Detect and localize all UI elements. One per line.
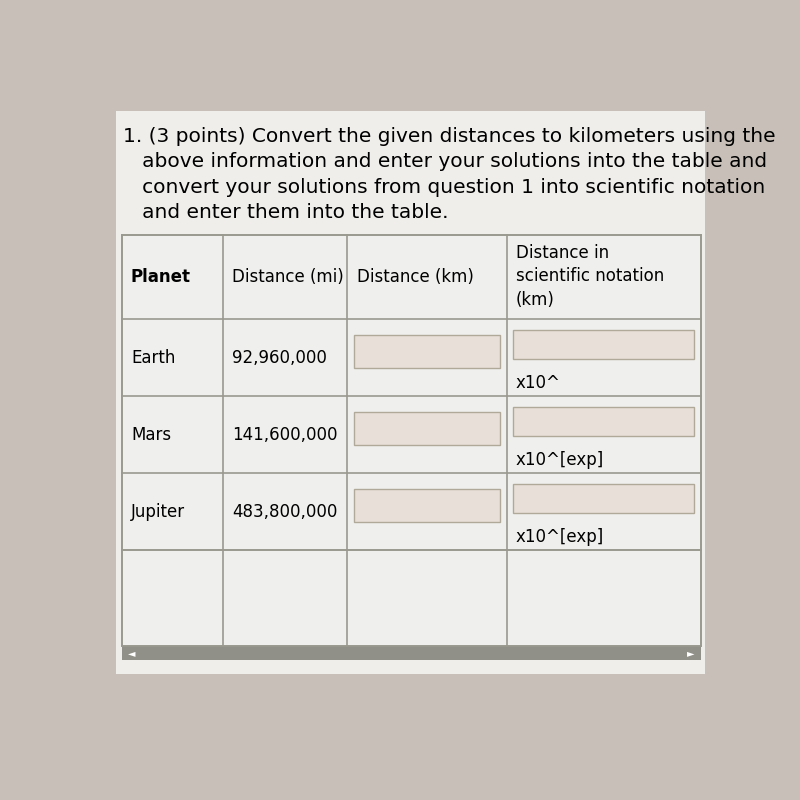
Bar	[513, 407, 694, 436]
Bar	[354, 412, 501, 445]
Text: x10^: x10^	[516, 374, 561, 392]
Text: Earth: Earth	[131, 349, 175, 366]
Text: 1. (3 points) Convert the given distances to kilometers using the: 1. (3 points) Convert the given distance…	[123, 126, 776, 146]
Text: convert your solutions from question 1 into scientific notation: convert your solutions from question 1 i…	[123, 178, 766, 197]
Bar	[354, 335, 501, 367]
Bar	[122, 234, 701, 646]
Text: Distance in
scientific notation
(km): Distance in scientific notation (km)	[516, 244, 664, 309]
Text: Planet: Planet	[131, 268, 191, 286]
Bar	[513, 484, 694, 514]
Bar	[513, 330, 694, 359]
Text: x10^[exp]: x10^[exp]	[516, 528, 604, 546]
Text: x10^[exp]: x10^[exp]	[516, 450, 604, 469]
Text: Mars: Mars	[131, 426, 171, 444]
Text: Jupiter: Jupiter	[131, 503, 185, 521]
Bar	[354, 489, 501, 522]
Text: 92,960,000: 92,960,000	[232, 349, 327, 366]
Text: ◄: ◄	[128, 648, 135, 658]
Text: 483,800,000: 483,800,000	[232, 503, 338, 521]
Text: and enter them into the table.: and enter them into the table.	[123, 203, 449, 222]
Text: Distance (km): Distance (km)	[357, 268, 474, 286]
Bar	[122, 646, 701, 660]
Text: above information and enter your solutions into the table and: above information and enter your solutio…	[123, 152, 767, 171]
Text: ►: ►	[687, 648, 694, 658]
Text: 141,600,000: 141,600,000	[232, 426, 338, 444]
Text: Distance (mi): Distance (mi)	[232, 268, 344, 286]
